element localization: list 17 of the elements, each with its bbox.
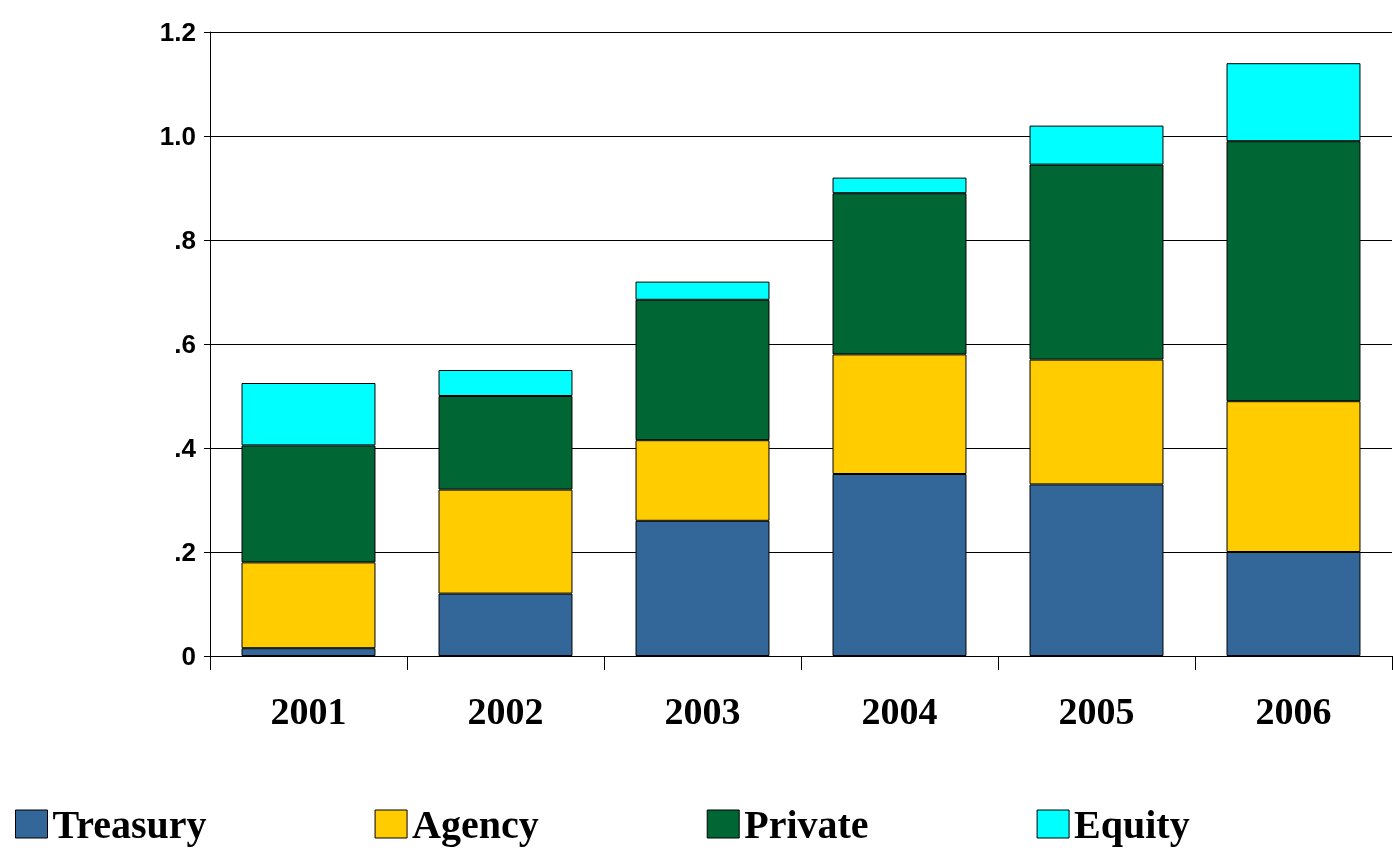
- x-tick-label: 2003: [664, 690, 741, 732]
- y-tick-label: .4: [174, 433, 197, 463]
- x-tick-label: 2001: [270, 690, 347, 732]
- legend-label: Equity: [1074, 801, 1190, 847]
- y-tick-label: .2: [174, 537, 196, 567]
- x-tick-label: 2006: [1255, 690, 1332, 732]
- x-tick-label: 2004: [861, 690, 938, 732]
- y-tick-label: .8: [174, 225, 196, 255]
- y-tick-label: 1.0: [159, 121, 196, 151]
- legend-label: Agency: [412, 801, 539, 847]
- legend-label: Private: [744, 801, 869, 847]
- y-tick-label: 1.2: [159, 17, 196, 47]
- legend-label: Treasury: [52, 801, 207, 847]
- x-tick-label: 2005: [1058, 690, 1135, 732]
- y-tick-label: .6: [174, 329, 196, 359]
- y-tick-label: 0: [181, 641, 196, 671]
- x-tick-label: 2002: [467, 690, 544, 732]
